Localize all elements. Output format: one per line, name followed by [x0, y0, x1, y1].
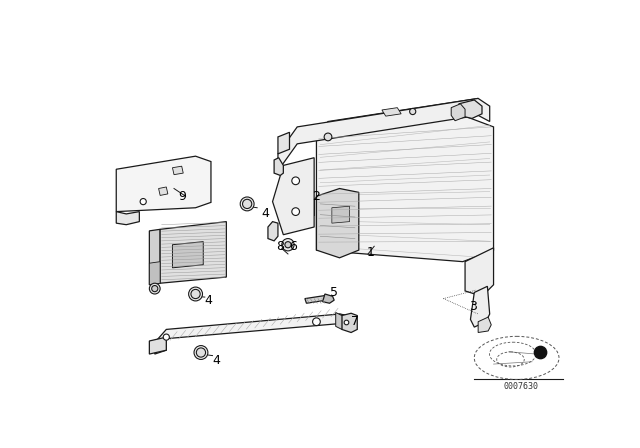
Polygon shape	[116, 156, 211, 211]
Circle shape	[344, 320, 349, 325]
Polygon shape	[316, 116, 493, 262]
Polygon shape	[478, 317, 492, 332]
Circle shape	[292, 208, 300, 215]
Circle shape	[240, 197, 254, 211]
Text: 2: 2	[312, 190, 321, 202]
Text: 6: 6	[289, 240, 298, 253]
Polygon shape	[149, 337, 166, 354]
Text: 1: 1	[367, 246, 374, 259]
Circle shape	[285, 241, 291, 248]
Circle shape	[534, 346, 547, 359]
Polygon shape	[278, 99, 490, 171]
Circle shape	[196, 348, 205, 357]
Polygon shape	[172, 166, 183, 175]
Circle shape	[194, 345, 208, 359]
Circle shape	[152, 285, 158, 292]
Polygon shape	[274, 158, 284, 176]
Circle shape	[163, 334, 170, 340]
Circle shape	[191, 289, 200, 299]
Polygon shape	[340, 314, 349, 323]
Polygon shape	[336, 313, 342, 329]
Text: 9: 9	[178, 190, 186, 202]
Circle shape	[324, 133, 332, 141]
Circle shape	[292, 177, 300, 185]
Circle shape	[282, 238, 294, 251]
Text: 3: 3	[469, 300, 477, 313]
Text: 4: 4	[261, 207, 269, 220]
Polygon shape	[382, 108, 401, 116]
Polygon shape	[278, 132, 289, 154]
Polygon shape	[172, 241, 204, 268]
Polygon shape	[470, 286, 490, 327]
Polygon shape	[273, 158, 314, 235]
Circle shape	[410, 108, 416, 115]
Polygon shape	[459, 100, 482, 118]
Polygon shape	[316, 99, 478, 138]
Polygon shape	[155, 339, 166, 354]
Polygon shape	[305, 296, 326, 303]
Text: 7: 7	[351, 315, 359, 328]
Circle shape	[312, 318, 320, 326]
Polygon shape	[332, 206, 349, 223]
Polygon shape	[323, 294, 334, 303]
Circle shape	[243, 199, 252, 208]
Circle shape	[140, 198, 147, 205]
Polygon shape	[155, 314, 355, 343]
Polygon shape	[116, 211, 140, 225]
Text: 4: 4	[212, 354, 220, 367]
Polygon shape	[160, 222, 227, 283]
Polygon shape	[149, 262, 160, 285]
Polygon shape	[268, 222, 278, 241]
Circle shape	[189, 287, 202, 301]
Polygon shape	[159, 187, 168, 195]
Polygon shape	[342, 313, 357, 332]
Text: 8: 8	[276, 240, 284, 253]
Text: 5: 5	[330, 286, 338, 299]
Circle shape	[149, 283, 160, 294]
Polygon shape	[465, 248, 493, 296]
Text: 4: 4	[205, 293, 212, 307]
Polygon shape	[451, 104, 465, 121]
Polygon shape	[149, 229, 160, 285]
Polygon shape	[316, 189, 359, 258]
Text: 0007630: 0007630	[503, 382, 538, 391]
